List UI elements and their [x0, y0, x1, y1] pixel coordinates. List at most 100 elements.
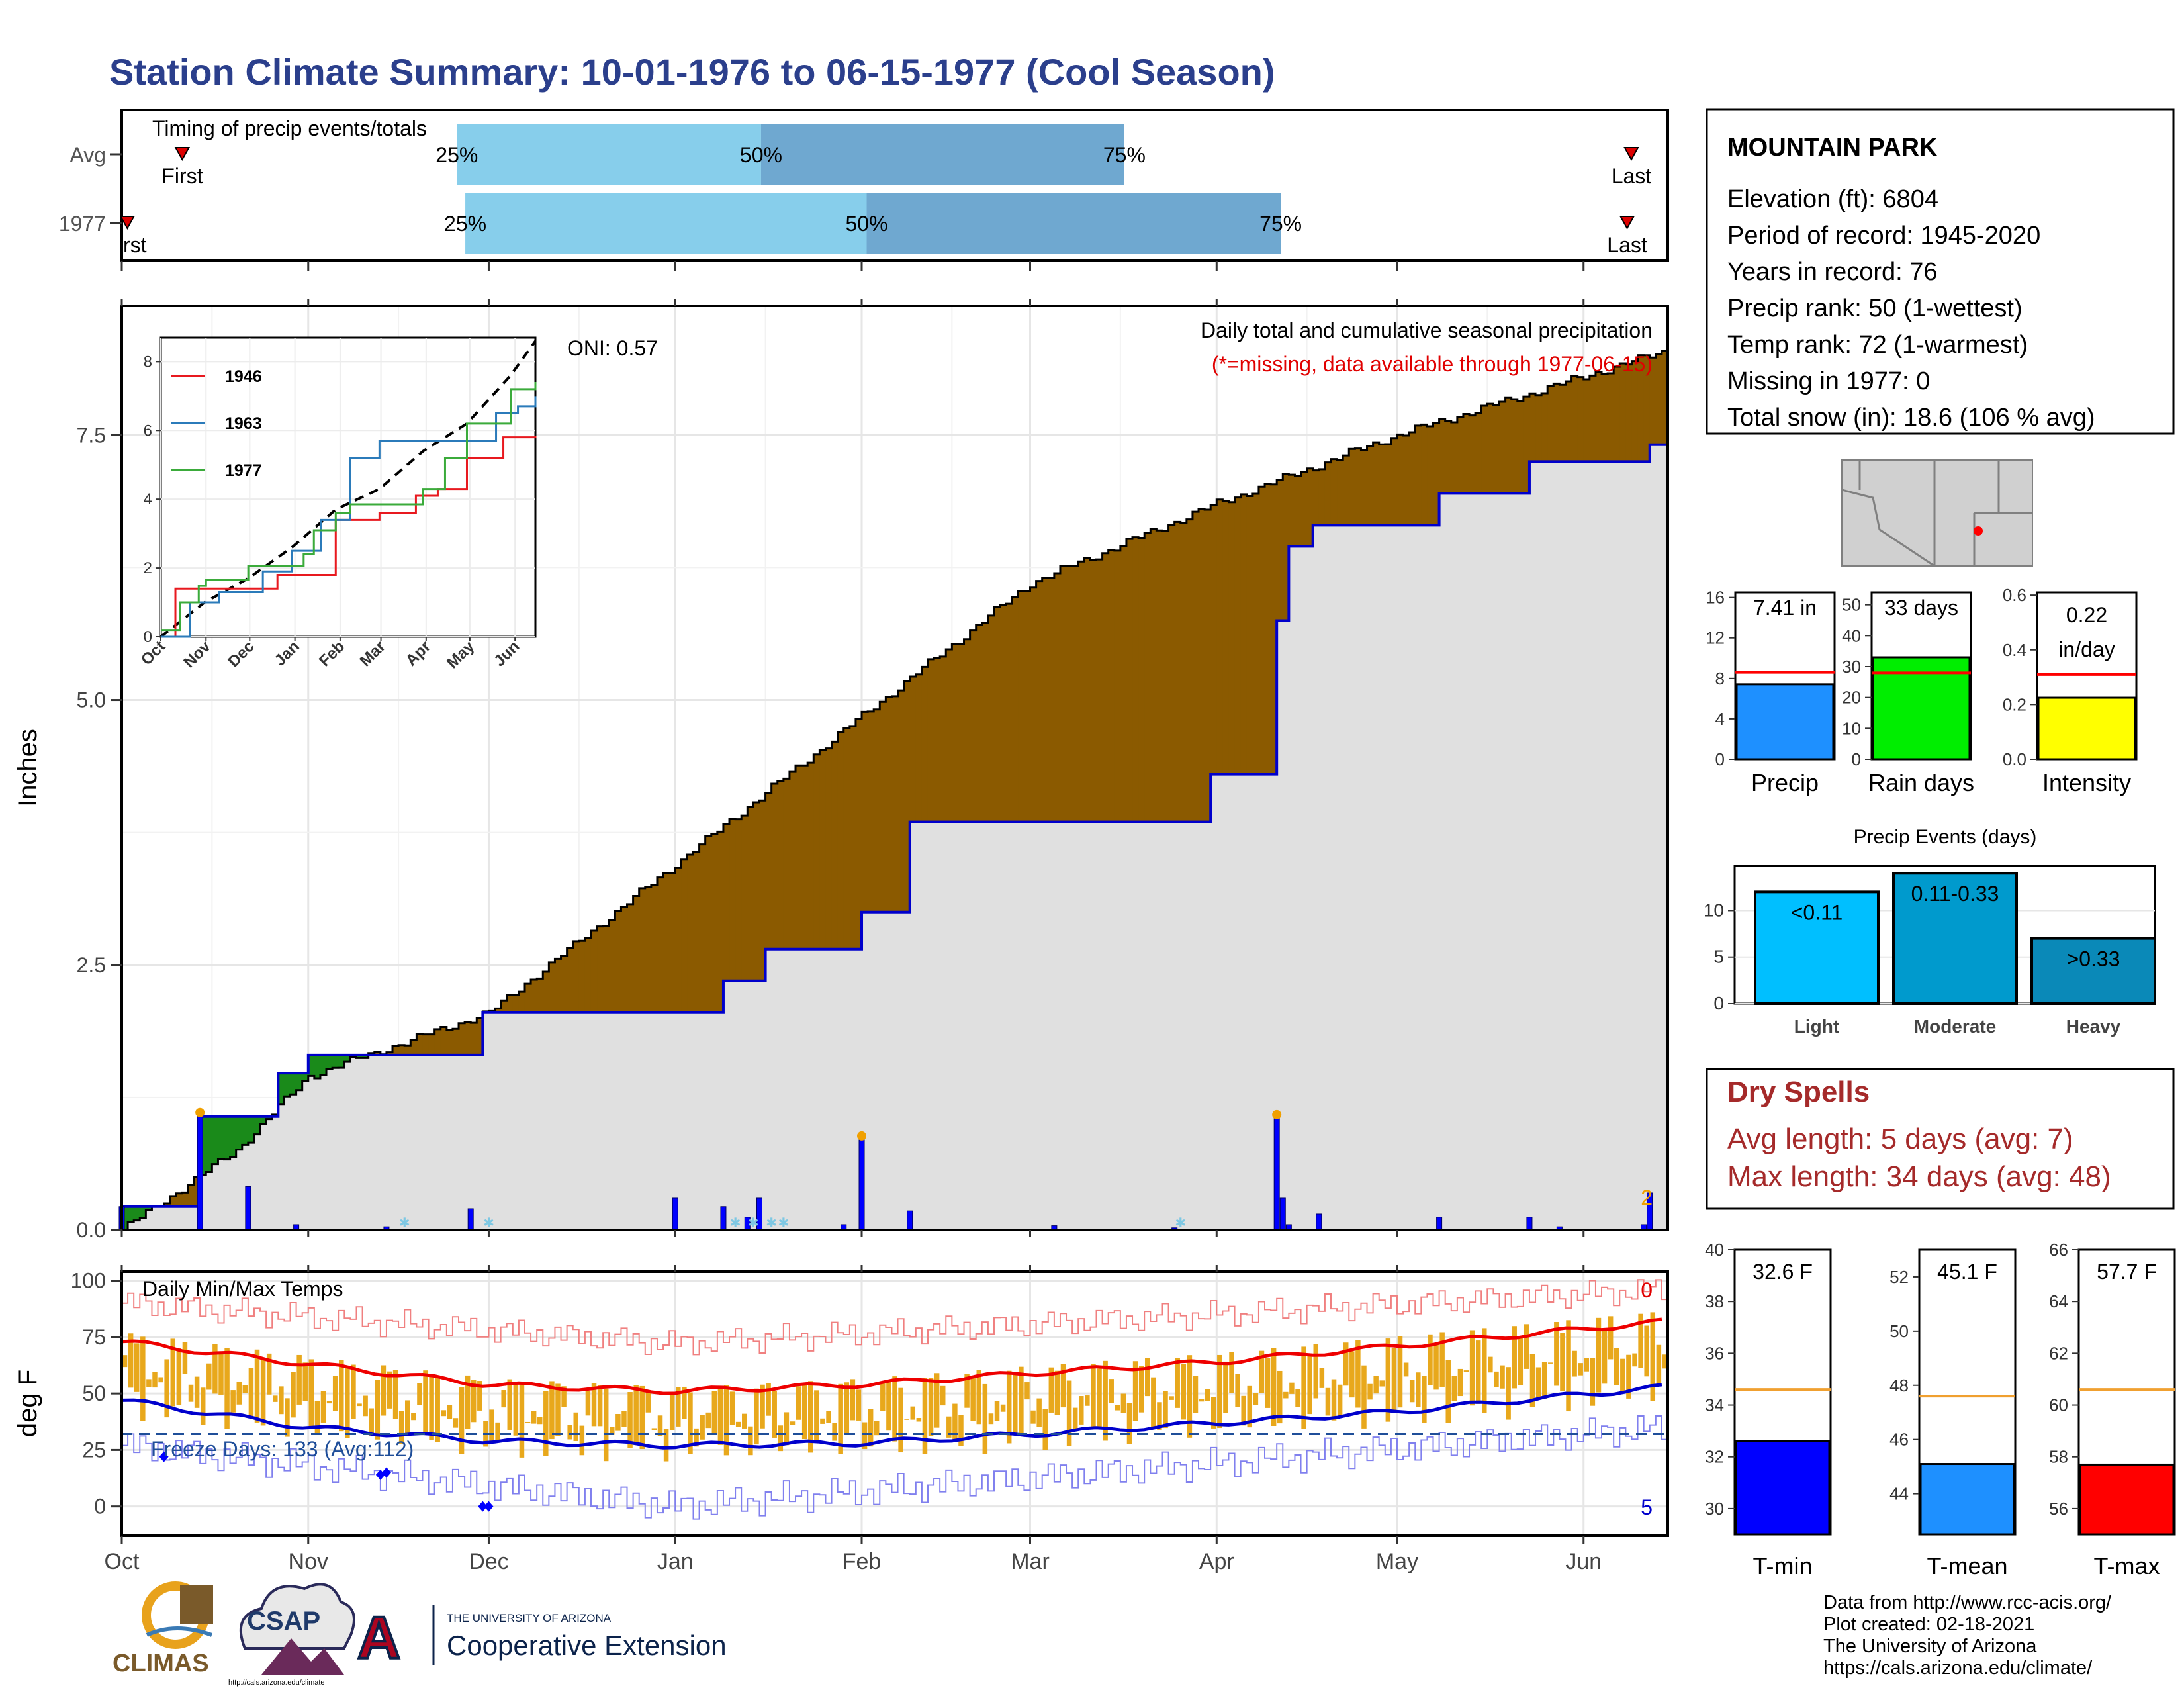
ua-small-text: THE UNIVERSITY OF ARIZONA [447, 1612, 612, 1624]
daily-temp-bar [513, 1382, 519, 1436]
precip-deficit-area [471, 1023, 477, 1055]
precip-deficit-area [1324, 462, 1332, 526]
daily-temp-bar [525, 1421, 531, 1423]
daily-temp-bar [176, 1348, 182, 1405]
inset-series-1963 [161, 396, 537, 638]
daily-temp-bar [663, 1429, 669, 1462]
daily-precip-bar [907, 1210, 913, 1231]
daily-temp-bar [814, 1390, 819, 1441]
daily-temp-bar [1367, 1383, 1373, 1400]
daily-temp-bar [1175, 1358, 1180, 1408]
precip-deficit-area [1529, 393, 1536, 462]
inset-y-tick-label: 0 [144, 628, 152, 646]
precip-deficit-area [518, 992, 525, 1013]
daily-temp-bar [1126, 1403, 1132, 1444]
daily-temp-bar [748, 1426, 753, 1456]
daily-temp-bar [381, 1365, 387, 1416]
small-bar-y-tick-label: 40 [1842, 626, 1861, 645]
precip-deficit-area [1162, 530, 1169, 822]
record-low-marker-icon [381, 1467, 391, 1478]
precip-deficit-area [1373, 442, 1380, 526]
precip-deficit-area [946, 649, 952, 822]
daily-temp-bar [1235, 1374, 1240, 1407]
station-elevation: Elevation (ft): 6804 [1727, 185, 1938, 213]
daily-temp-bar [489, 1409, 494, 1442]
timing-pct-label: 25% [444, 212, 486, 236]
timing-bar-first-half [465, 193, 867, 254]
daily-temp-bar [994, 1401, 1000, 1421]
daily-temp-bar [291, 1372, 296, 1418]
small-bar-y-tick-label: 30 [1842, 657, 1861, 677]
precip-deficit-area [897, 690, 905, 912]
daily-temp-bar [549, 1381, 555, 1440]
precip-deficit-area [970, 630, 977, 822]
daily-temp-bar [645, 1391, 651, 1413]
daily-temp-bar [610, 1426, 615, 1435]
record-low-count: 5 [1641, 1495, 1653, 1519]
precip-surplus-area [296, 1073, 303, 1090]
precip-deficit-area [1565, 381, 1572, 462]
precip-deficit-area [651, 884, 658, 1013]
daily-temp-bar [1614, 1348, 1619, 1385]
precip-deficit-area [578, 941, 586, 1013]
observed-cumulative-fill [122, 444, 1668, 1230]
daily-temp-bar [1361, 1365, 1367, 1429]
daily-temp-bar [1596, 1317, 1602, 1393]
inset-average-line [159, 340, 537, 638]
daily-temp-bar [711, 1391, 717, 1434]
precip-surplus-area [248, 1116, 255, 1143]
timing-first-label: First [161, 164, 203, 188]
precip-deficit-area [1469, 415, 1476, 494]
daily-temp-bar [1085, 1395, 1090, 1406]
daily-temp-bar [946, 1416, 952, 1438]
daily-temp-bar [1145, 1358, 1150, 1397]
daily-temp-bar [1524, 1324, 1529, 1369]
precip-deficit-area [584, 938, 592, 1013]
temp-bar-y-tick-label: 64 [2049, 1291, 2068, 1311]
precip-deficit-area [1643, 355, 1651, 462]
daily-temp-bar [1048, 1367, 1054, 1413]
daily-temp-bar [760, 1384, 765, 1429]
temp-bar-label: T-mean [1927, 1552, 2007, 1579]
precip-deficit-area [723, 824, 730, 981]
csap-logo: CSAP http://cals.arizona.edu/climate [228, 1583, 355, 1687]
temp-bar-y-tick-label: 36 [1705, 1343, 1724, 1363]
precip-deficit-area [1318, 469, 1326, 526]
daily-temp-bar [363, 1395, 368, 1417]
month-axis: Oct Nov Dec Jan Feb Mar Apr May Jun [105, 1265, 1602, 1574]
snowflake-icon: ✱ [748, 1216, 759, 1231]
precip-deficit-area [699, 844, 706, 1013]
precip-deficit-area [1120, 546, 1127, 822]
precip-deficit-area [1090, 559, 1097, 822]
daily-temp-bar [266, 1353, 272, 1395]
precip-deficit-area [1505, 397, 1512, 494]
precip-deficit-area [1132, 537, 1139, 822]
precip-deficit-area [1042, 578, 1049, 822]
precip-deficit-area [1330, 459, 1338, 526]
daily-temp-bar [387, 1371, 392, 1409]
daily-temp-bar [543, 1390, 549, 1456]
daily-temp-bar [1205, 1389, 1210, 1401]
daily-temp-bar [988, 1413, 994, 1425]
freeze-days-label: Freeze Days: 133 (Avg:112) [151, 1437, 414, 1461]
precip-deficit-area [446, 1029, 453, 1055]
precip-deficit-area [1156, 530, 1163, 822]
temp-y-tick-label: 100 [71, 1269, 106, 1293]
daily-temp-bar [567, 1425, 572, 1440]
month-tick-label: Nov [289, 1549, 328, 1574]
timing-bar-first-half [457, 124, 761, 185]
daily-temp-bar [1445, 1360, 1451, 1423]
precip-deficit-area [777, 780, 784, 949]
daily-temp-bar [651, 1428, 657, 1430]
daily-temp-bar [1132, 1361, 1138, 1421]
timing-pct-label: 75% [1259, 212, 1302, 236]
precip-deficit-area [398, 1045, 405, 1055]
precip-surplus-area [314, 1055, 321, 1079]
precip-surplus-area [338, 1055, 345, 1068]
daily-temp-bar [423, 1370, 428, 1432]
inset-y-tick-label: 4 [144, 491, 152, 508]
daily-temp-bar [1638, 1313, 1643, 1368]
precip-deficit-area [374, 1051, 381, 1055]
precip-deficit-area [693, 852, 700, 1013]
daily-temp-bar [1319, 1368, 1325, 1388]
